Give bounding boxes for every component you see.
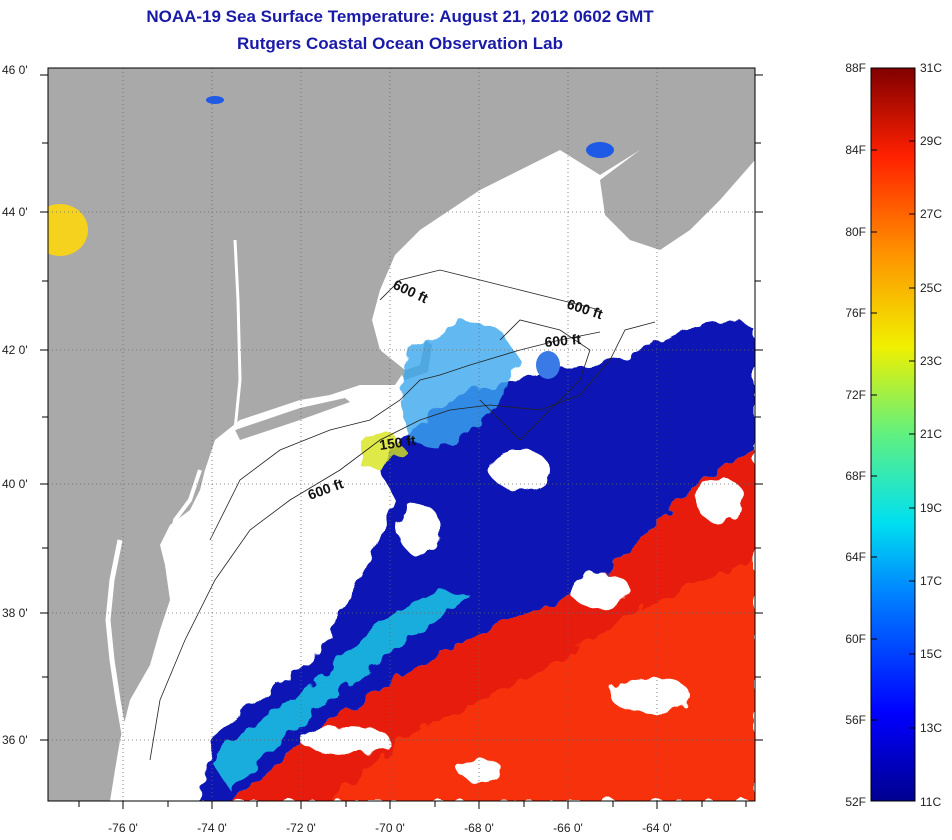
colorbar-f-label: 56F (845, 713, 866, 727)
contour-label: 600 ft (544, 331, 582, 350)
colorbar-c-label: 29C (920, 134, 942, 148)
cloud-patch (695, 478, 745, 522)
colorbar-f-label: 60F (845, 632, 866, 646)
colorbar-f-label: 84F (845, 143, 866, 157)
lon-label: -68 0' (464, 821, 494, 835)
colorbar-c-label: 19C (920, 501, 942, 515)
colorbar-f-label: 64F (845, 550, 866, 564)
cloud-patch (398, 505, 442, 555)
sst-lake-spot (48, 204, 88, 256)
axis-ticks (40, 74, 763, 809)
map-frame (47, 67, 756, 802)
lat-label: 44 0' (2, 205, 28, 219)
lon-label: -72 0' (286, 821, 316, 835)
land-mainland (48, 68, 755, 801)
lon-label: -76 0' (108, 821, 138, 835)
bay-delaware (170, 469, 202, 541)
colorbar-f-label: 68F (845, 469, 866, 483)
sst-warm-core (330, 560, 755, 801)
lon-label: -66 0' (553, 821, 583, 835)
colorbar (870, 67, 916, 802)
depth-contour-line (479, 319, 591, 441)
cloud-patch (570, 572, 630, 608)
sst-inland-dot (536, 351, 560, 379)
lat-label: 46 0' (2, 63, 28, 77)
lat-label: 36 0' (2, 733, 28, 747)
sst-yellow-patch (360, 430, 405, 470)
land-nova-scotia (600, 100, 755, 250)
depth-contour-line (209, 331, 601, 541)
colorbar-c-label: 13C (920, 721, 942, 735)
colorbar-c-label: 31C (920, 61, 942, 75)
cloud-patch (610, 677, 690, 713)
colorbar-c-label: 11C (920, 795, 941, 809)
colorbar-f-label: 76F (845, 306, 866, 320)
colorbar-c-label: 21C (920, 427, 942, 441)
colorbar-f-label: 88F (845, 61, 866, 75)
colorbar-f-label: 80F (845, 225, 866, 239)
map-title: NOAA-19 Sea Surface Temperature: August … (146, 7, 654, 26)
colorbar-c-label: 25C (920, 281, 942, 295)
cloud-patch (490, 450, 550, 490)
colorbar-c-label: 15C (920, 647, 942, 661)
cloud-patch (458, 758, 502, 782)
colorbar-c-label: 27C (920, 207, 942, 221)
bay-chesapeake (105, 539, 128, 741)
contour-label: 150 ft (378, 432, 417, 453)
colorbar-c-label: 17C (920, 574, 942, 588)
colorbar-c-label: 23C (920, 354, 942, 368)
colorbar-ticks (871, 140, 915, 729)
map-subtitle: Rutgers Coastal Ocean Observation Lab (237, 34, 563, 53)
colorbar-f-label: 72F (845, 388, 866, 402)
lon-label: -64 0' (642, 821, 672, 835)
river-hudson (233, 239, 242, 431)
lat-label: 40 0' (2, 477, 28, 491)
lat-label: 38 0' (2, 606, 28, 620)
land-long-island (235, 398, 350, 440)
lon-label: -74 0' (197, 821, 227, 835)
colorbar-f-label: 52F (845, 795, 866, 809)
sst-inland-dot (586, 142, 614, 158)
lat-label: 42 0' (2, 343, 28, 357)
sst-inland-dot (206, 96, 224, 104)
sst-shelf-patches (400, 320, 520, 450)
depth-contour-line (379, 269, 601, 311)
lon-label: -70 0' (375, 821, 405, 835)
depth-contour-line (149, 321, 656, 761)
sst-mixing-band (210, 590, 470, 790)
